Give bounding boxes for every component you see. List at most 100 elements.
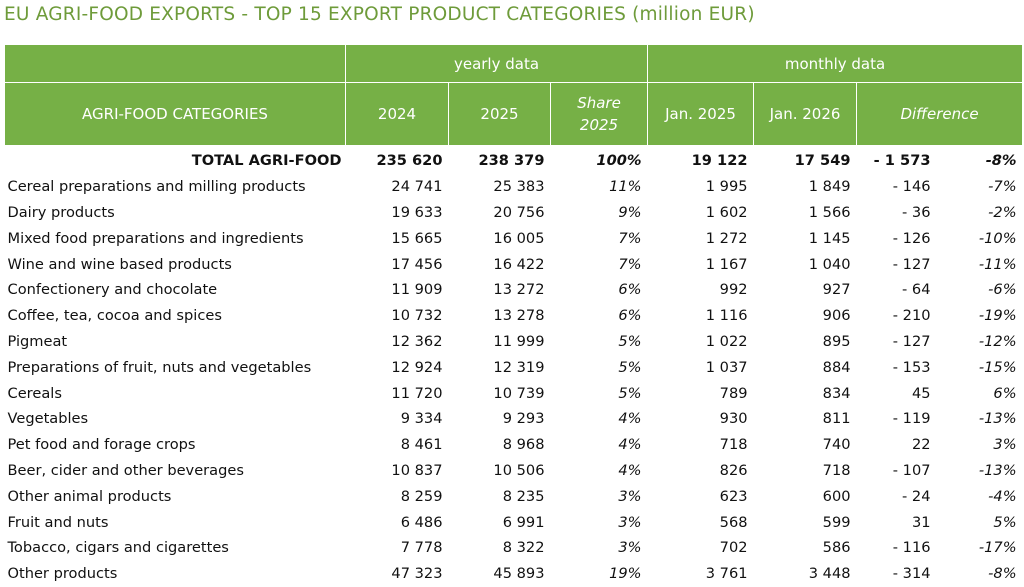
category-label: Confectionery and chocolate bbox=[7, 281, 218, 299]
value-jan-2025: 623 bbox=[719, 487, 748, 505]
share-2025: 4% bbox=[618, 410, 642, 428]
difference-pct: -13% bbox=[978, 461, 1017, 479]
value-jan-2026: 811 bbox=[822, 410, 851, 428]
difference-abs: - 107 bbox=[892, 461, 931, 479]
difference-abs: 45 bbox=[911, 384, 931, 402]
table-row: Dairy products 19 633 20 756 9% 1 602 1 566 - … bbox=[5, 200, 1023, 226]
table-row: Coffee, tea, cocoa and spices 10 732 13 27… bbox=[5, 303, 1023, 329]
total-diff-abs: - 1 573 bbox=[873, 152, 931, 170]
exports-table: yearly data monthly data AGRI-FOOD CATEG… bbox=[4, 44, 1024, 587]
value-2025: 10 506 bbox=[493, 461, 545, 479]
category-label: Mixed food preparations and ingredients bbox=[7, 229, 304, 247]
value-jan-2025: 1 116 bbox=[705, 307, 748, 325]
category-label: Beer, cider and other beverages bbox=[7, 461, 244, 479]
value-2024: 9 334 bbox=[400, 410, 443, 428]
difference-pct: -12% bbox=[978, 332, 1017, 350]
table-row: Vegetables 9 334 9 293 4% 930 811 - 119 -13% bbox=[5, 406, 1023, 432]
value-jan-2026: 740 bbox=[822, 436, 851, 454]
value-2024: 17 456 bbox=[391, 255, 443, 273]
value-2025: 13 272 bbox=[493, 281, 545, 299]
table-row: Pigmeat 12 362 11 999 5% 1 022 895 - 127 -12% bbox=[5, 329, 1023, 355]
difference-abs: - 64 bbox=[902, 281, 931, 299]
category-label: Other products bbox=[7, 565, 118, 583]
table-row: Other animal products 8 259 8 235 3% 623 600 -… bbox=[5, 483, 1023, 509]
share-2025: 5% bbox=[618, 384, 642, 402]
value-2024: 11 909 bbox=[391, 281, 443, 299]
difference-abs: - 126 bbox=[892, 229, 931, 247]
table-row: Pet food and forage crops 8 461 8 968 4% 718… bbox=[5, 432, 1023, 458]
value-2025: 8 322 bbox=[502, 539, 545, 557]
difference-pct: -11% bbox=[978, 255, 1017, 273]
difference-pct: -13% bbox=[978, 410, 1017, 428]
category-label: Coffee, tea, cocoa and spices bbox=[7, 307, 222, 325]
difference-pct: -6% bbox=[988, 281, 1017, 299]
total-jan-2025: 19 122 bbox=[691, 152, 748, 170]
table-row: Cereal preparations and milling products… bbox=[5, 174, 1023, 200]
value-2024: 24 741 bbox=[391, 178, 443, 196]
category-label: Cereal preparations and milling products bbox=[7, 178, 306, 196]
difference-abs: - 36 bbox=[902, 203, 931, 221]
value-jan-2026: 718 bbox=[822, 461, 851, 479]
share-2025: 9% bbox=[618, 203, 642, 221]
value-jan-2025: 826 bbox=[719, 461, 748, 479]
value-2025: 11 999 bbox=[493, 332, 545, 350]
value-jan-2026: 1 145 bbox=[808, 229, 851, 247]
table-row: Other products 47 323 45 893 19% 3 761 3 448 -… bbox=[5, 561, 1023, 587]
value-jan-2025: 702 bbox=[719, 539, 748, 557]
value-jan-2026: 600 bbox=[822, 487, 851, 505]
value-jan-2026: 599 bbox=[822, 513, 851, 531]
value-2025: 8 235 bbox=[502, 487, 545, 505]
header-categories: AGRI-FOOD CATEGORIES bbox=[4, 82, 346, 146]
difference-abs: - 146 bbox=[892, 178, 931, 196]
category-label: Preparations of fruit, nuts and vegetabl… bbox=[7, 358, 312, 376]
value-jan-2026: 927 bbox=[822, 281, 851, 299]
share-2025: 3% bbox=[618, 539, 642, 557]
category-label: Fruit and nuts bbox=[7, 513, 109, 531]
difference-abs: - 127 bbox=[892, 255, 931, 273]
share-2025: 7% bbox=[618, 229, 642, 247]
category-label: Pigmeat bbox=[7, 332, 68, 350]
table-row: Fruit and nuts 6 486 6 991 3% 568 599 31 5% bbox=[5, 509, 1023, 535]
value-2024: 8 259 bbox=[400, 487, 443, 505]
value-2025: 8 968 bbox=[502, 436, 545, 454]
value-2025: 16 005 bbox=[493, 229, 545, 247]
share-2025: 7% bbox=[618, 255, 642, 273]
value-2024: 12 362 bbox=[391, 332, 443, 350]
difference-abs: - 314 bbox=[892, 565, 931, 583]
total-2025: 238 379 bbox=[478, 152, 545, 170]
difference-pct: 6% bbox=[993, 384, 1017, 402]
difference-pct: -8% bbox=[988, 565, 1017, 583]
value-2024: 7 778 bbox=[400, 539, 443, 557]
value-2024: 47 323 bbox=[391, 565, 443, 583]
header-blank bbox=[4, 44, 346, 83]
difference-pct: -10% bbox=[978, 229, 1017, 247]
share-2025: 4% bbox=[618, 461, 642, 479]
share-2025: 4% bbox=[618, 436, 642, 454]
header-2024: 2024 bbox=[345, 82, 449, 146]
table-row: Beer, cider and other beverages 10 837 10 … bbox=[5, 458, 1023, 484]
value-2025: 16 422 bbox=[493, 255, 545, 273]
value-jan-2025: 992 bbox=[719, 281, 748, 299]
value-2024: 6 486 bbox=[400, 513, 443, 531]
total-row: TOTAL AGRI-FOOD 235 620 238 379 100% 19 … bbox=[5, 146, 1023, 174]
value-2024: 12 924 bbox=[391, 358, 443, 376]
value-2024: 10 732 bbox=[391, 307, 443, 325]
value-jan-2026: 895 bbox=[822, 332, 851, 350]
value-jan-2026: 586 bbox=[822, 539, 851, 557]
difference-pct: -4% bbox=[988, 487, 1017, 505]
table-row: Tobacco, cigars and cigarettes 7 778 8 322… bbox=[5, 535, 1023, 561]
value-2025: 9 293 bbox=[502, 410, 545, 428]
value-2024: 11 720 bbox=[391, 384, 443, 402]
value-2024: 8 461 bbox=[400, 436, 443, 454]
value-2025: 13 278 bbox=[493, 307, 545, 325]
value-2024: 15 665 bbox=[391, 229, 443, 247]
value-jan-2025: 789 bbox=[719, 384, 748, 402]
difference-pct: -2% bbox=[988, 203, 1017, 221]
value-jan-2026: 884 bbox=[822, 358, 851, 376]
share-2025: 3% bbox=[618, 487, 642, 505]
difference-pct: -7% bbox=[988, 178, 1017, 196]
difference-abs: 31 bbox=[911, 513, 931, 531]
category-label: Pet food and forage crops bbox=[7, 436, 196, 454]
header-jan-2026: Jan. 2026 bbox=[753, 82, 858, 146]
share-2025: 19% bbox=[609, 565, 642, 583]
